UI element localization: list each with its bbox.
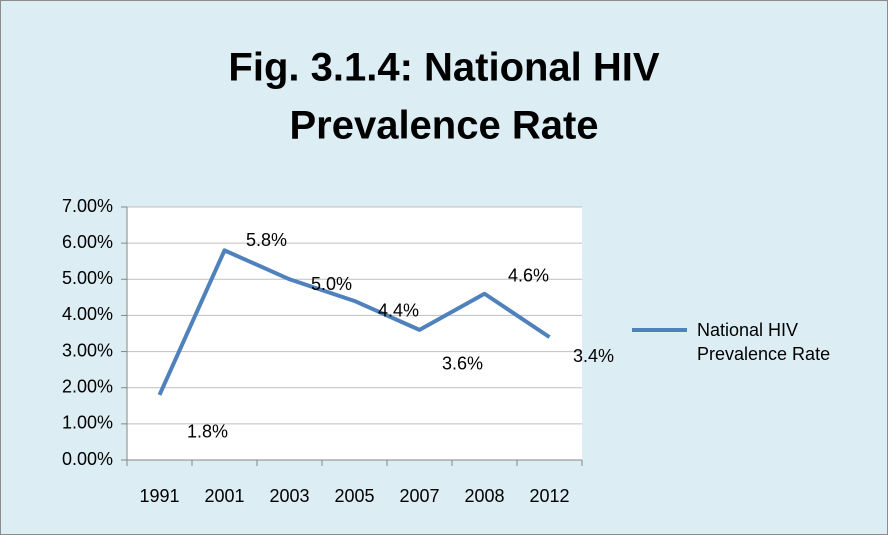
x-tick-label: 2005 xyxy=(334,486,374,506)
data-label: 3.4% xyxy=(573,346,614,366)
y-tick-label: 6.00% xyxy=(62,232,113,252)
y-tick-label: 4.00% xyxy=(62,304,113,324)
data-label: 1.8% xyxy=(187,422,228,442)
x-tick-label: 1991 xyxy=(139,486,179,506)
chart-title: Fig. 3.1.4: National HIV xyxy=(228,46,660,90)
data-label: 5.0% xyxy=(311,274,352,294)
y-tick-label: 3.00% xyxy=(62,340,113,360)
y-tick-label: 0.00% xyxy=(62,449,113,469)
data-label: 3.6% xyxy=(442,354,483,374)
plot-area xyxy=(127,207,582,460)
chart-title: Prevalence Rate xyxy=(289,104,598,148)
legend-label: National HIV Prevalence Rate xyxy=(697,320,831,364)
series-line xyxy=(157,248,551,396)
y-tick-label: 5.00% xyxy=(62,268,113,288)
x-tick-label: 2007 xyxy=(399,486,439,506)
y-tick-label: 2.00% xyxy=(62,376,113,396)
data-label: 4.4% xyxy=(378,301,419,321)
x-tick-label: 2012 xyxy=(529,486,569,506)
y-tick-label: 1.00% xyxy=(62,413,113,433)
x-tick-label: 2008 xyxy=(464,486,504,506)
x-tick-label: 2001 xyxy=(204,486,244,506)
x-tick-label: 2003 xyxy=(269,486,309,506)
data-label: 5.8% xyxy=(246,230,287,250)
y-tick-label: 7.00% xyxy=(62,196,113,216)
data-label: 4.6% xyxy=(508,265,549,285)
